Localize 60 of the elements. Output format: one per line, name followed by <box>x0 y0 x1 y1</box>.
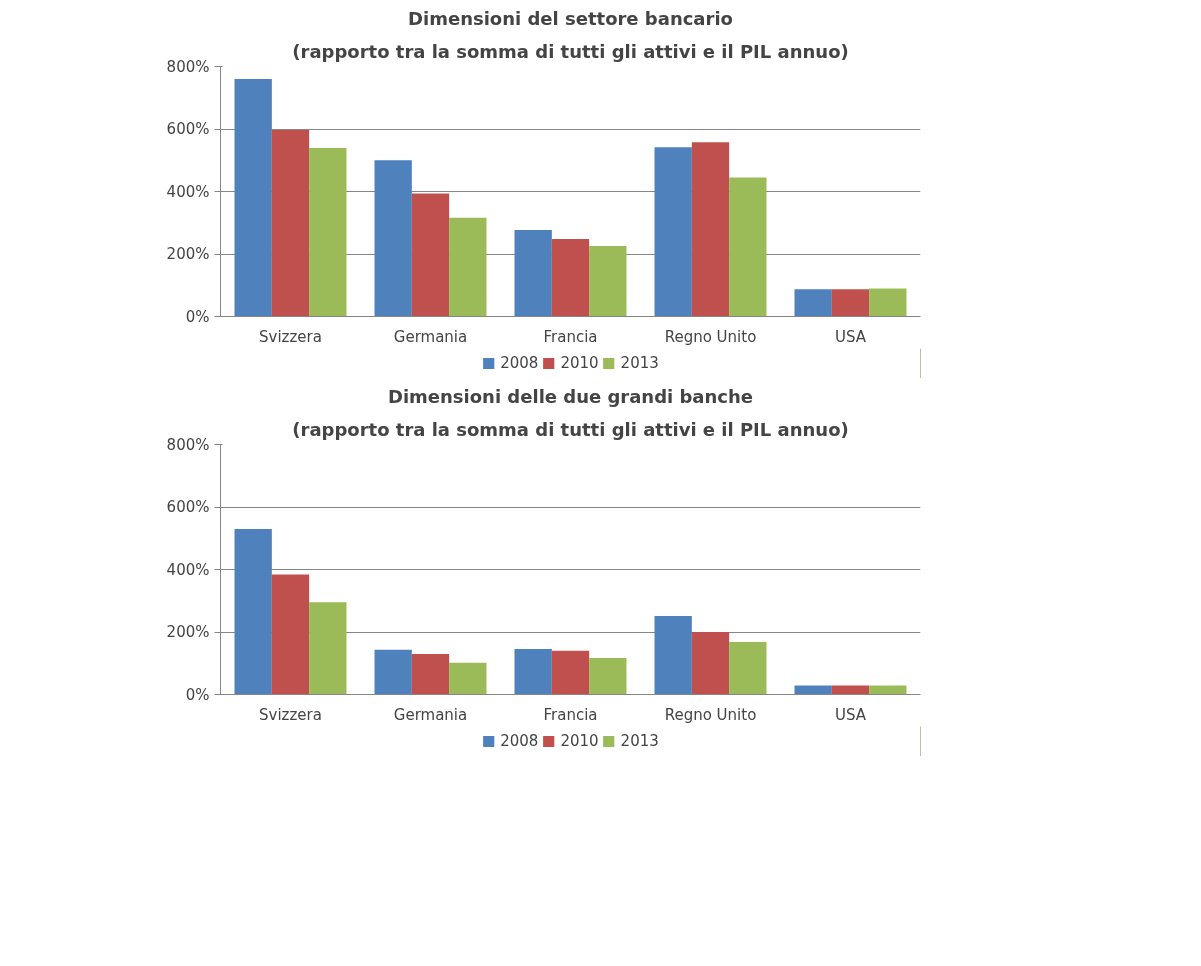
bar <box>729 642 767 695</box>
legend-label: 2008 <box>500 732 539 750</box>
legend-label: 2010 <box>560 354 599 372</box>
bar <box>411 193 450 317</box>
y-tick-label: 200% <box>166 245 210 263</box>
bar <box>234 528 272 695</box>
x-tick-label: Germania <box>393 705 468 724</box>
x-tick-label: Svizzera <box>259 705 322 724</box>
bar <box>869 288 907 317</box>
bar <box>271 129 310 317</box>
bar <box>729 177 767 317</box>
y-tick-label: 600% <box>166 120 210 138</box>
chart-title: Dimensioni del settore bancario <box>408 7 733 29</box>
x-tick-label: Svizzera <box>259 327 322 346</box>
x-tick-label: Regno Unito <box>664 327 757 346</box>
chart-title: Dimensioni delle due grandi banche <box>387 385 754 407</box>
bar <box>691 632 730 695</box>
y-tick-label: 200% <box>166 623 210 641</box>
bar <box>234 79 272 317</box>
chart-subtitle: (rapporto tra la somma di tutti gli attivi e il PIL annuo) <box>292 418 849 440</box>
bar <box>831 289 870 317</box>
chart-subtitle: (rapporto tra la somma di tutti gli attivi e il PIL annuo) <box>292 40 849 62</box>
y-tick-label: 400% <box>166 560 210 579</box>
bar <box>794 685 832 695</box>
legend-label: 2013 <box>620 354 659 372</box>
bar <box>831 685 870 695</box>
bar <box>449 217 487 317</box>
x-tick-label: Germania <box>393 327 468 346</box>
bar <box>374 160 412 317</box>
x-tick-label: Francia <box>543 327 598 346</box>
y-tick-label: 800% <box>166 57 210 76</box>
y-tick-label: 600% <box>166 498 210 516</box>
y-tick-label: 800% <box>166 435 210 454</box>
x-tick-label: Francia <box>543 705 598 724</box>
legend-label: 2008 <box>500 354 539 372</box>
y-tick-label: 400% <box>166 182 210 201</box>
y-tick-label: 0% <box>185 685 210 704</box>
bar <box>794 289 832 317</box>
legend-label: 2013 <box>620 732 659 750</box>
bar <box>589 245 627 317</box>
bar <box>589 657 627 695</box>
y-tick-label: 0% <box>185 307 210 326</box>
bar <box>654 616 692 695</box>
bar <box>654 147 692 317</box>
bar <box>374 649 412 695</box>
bar <box>514 229 552 317</box>
legend-label: 2010 <box>560 732 599 750</box>
bar <box>449 662 487 695</box>
x-tick-label: USA <box>834 327 867 346</box>
bar <box>411 653 450 695</box>
bar <box>271 574 310 695</box>
bar <box>869 685 907 695</box>
bar <box>551 650 590 695</box>
bar <box>309 602 347 695</box>
bar <box>309 148 347 317</box>
bar <box>551 239 590 317</box>
x-tick-label: USA <box>834 705 867 724</box>
bar <box>514 648 552 695</box>
bar <box>691 142 730 317</box>
x-tick-label: Regno Unito <box>664 705 757 724</box>
